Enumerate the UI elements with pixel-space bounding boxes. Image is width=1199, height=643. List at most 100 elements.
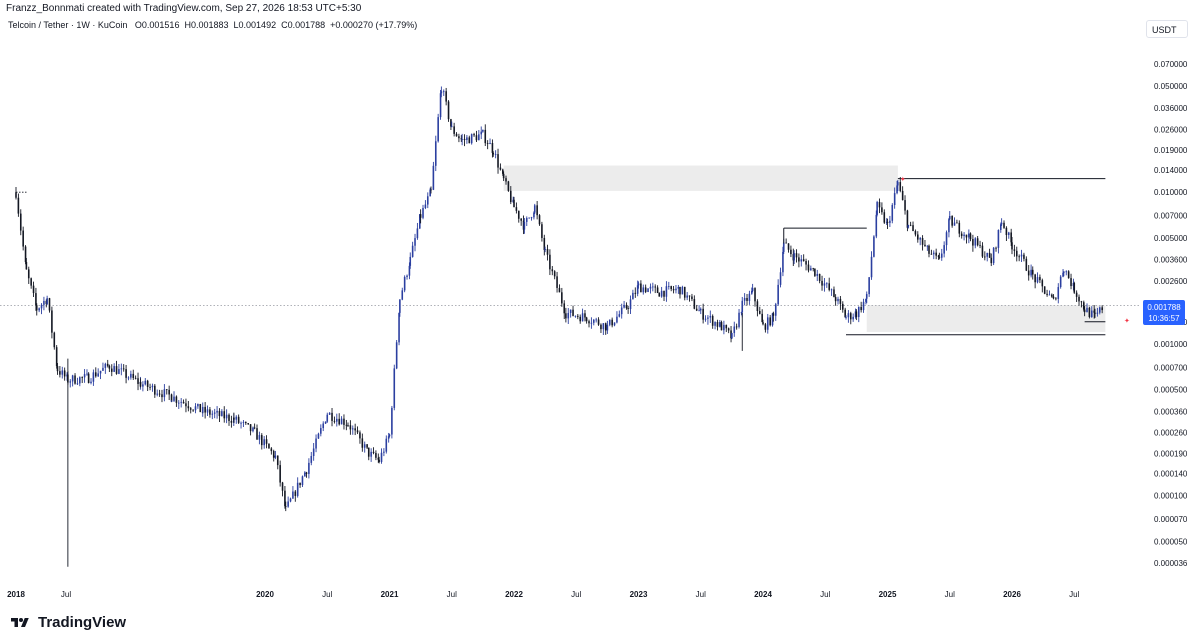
candle-body bbox=[359, 432, 361, 439]
candle-body bbox=[213, 412, 216, 414]
candle-body bbox=[416, 228, 419, 239]
candle-body bbox=[896, 185, 898, 194]
candle-body bbox=[758, 311, 761, 314]
candle-body bbox=[304, 472, 306, 477]
candle-body bbox=[165, 389, 168, 391]
candle-body bbox=[87, 373, 90, 383]
candle-body bbox=[279, 465, 281, 483]
candle-body bbox=[1072, 282, 1075, 287]
candle-body bbox=[588, 321, 590, 324]
candle-body bbox=[686, 295, 688, 298]
y-axis-tick-label: 0.000050 bbox=[1154, 537, 1188, 546]
candle-body bbox=[263, 439, 265, 446]
candle-body bbox=[719, 322, 721, 327]
candle-body bbox=[475, 135, 478, 141]
candle-body bbox=[486, 143, 489, 145]
candle-body bbox=[567, 312, 570, 319]
candle-body bbox=[120, 368, 123, 370]
candle-body bbox=[383, 451, 385, 453]
alert-marker-icon[interactable]: ✦ bbox=[1124, 317, 1130, 325]
candle-body bbox=[81, 377, 84, 378]
candle-body bbox=[173, 396, 175, 401]
y-axis-tick-label: 0.036000 bbox=[1154, 104, 1188, 113]
candle-body bbox=[281, 482, 284, 491]
candle-body bbox=[979, 245, 981, 247]
candle-body bbox=[960, 233, 963, 237]
tradingview-logo-icon bbox=[11, 617, 29, 627]
candle-body bbox=[139, 381, 142, 387]
candle-body bbox=[108, 365, 111, 369]
ohlc-change: +0.000270 (+17.79%) bbox=[330, 20, 418, 30]
candle-body bbox=[522, 220, 525, 230]
candle-body bbox=[620, 307, 623, 315]
candle-body bbox=[1013, 249, 1016, 251]
candle-body bbox=[904, 200, 906, 211]
alert-marker-icon[interactable]: ✦ bbox=[900, 176, 906, 184]
candle-body bbox=[1000, 222, 1003, 225]
candle-body bbox=[1039, 277, 1041, 281]
candle-body bbox=[525, 218, 528, 222]
tradingview-logo[interactable]: TradingView bbox=[8, 614, 126, 631]
candle-body bbox=[411, 245, 414, 257]
candle-body bbox=[76, 383, 79, 385]
candle-body bbox=[756, 301, 759, 312]
candle-body bbox=[951, 215, 953, 226]
candle-body bbox=[647, 288, 649, 292]
candle-body bbox=[793, 253, 795, 261]
y-axis-tick-label: 0.001000 bbox=[1154, 340, 1188, 349]
candle-body bbox=[731, 333, 733, 339]
candle-body bbox=[61, 370, 64, 375]
candle-body bbox=[1055, 298, 1057, 300]
candle-body bbox=[938, 256, 941, 258]
candle-body bbox=[602, 323, 605, 330]
candle-body bbox=[1007, 232, 1010, 236]
candle-body bbox=[289, 498, 292, 502]
candle-body bbox=[543, 237, 546, 250]
candle-body bbox=[484, 129, 487, 144]
supply-demand-zone[interactable] bbox=[866, 305, 1106, 332]
candle-body bbox=[158, 393, 161, 395]
candle-body bbox=[361, 438, 364, 448]
candle-body bbox=[963, 234, 965, 237]
candle-body bbox=[940, 253, 943, 258]
symbol-title[interactable]: Telcoin / Tether · 1W · KuCoin bbox=[8, 20, 128, 30]
candle-body bbox=[1023, 254, 1025, 259]
candle-body bbox=[677, 286, 680, 289]
candle-body bbox=[322, 423, 325, 429]
candle-body bbox=[536, 205, 538, 216]
candle-body bbox=[1034, 274, 1036, 283]
candle-body bbox=[779, 272, 782, 285]
candle-body bbox=[482, 129, 484, 132]
candle-body bbox=[862, 301, 865, 311]
candle-body bbox=[505, 178, 507, 182]
y-axis-tick-label: 0.026000 bbox=[1154, 125, 1188, 134]
candle-body bbox=[912, 225, 914, 232]
candle-body bbox=[812, 268, 815, 270]
supply-demand-zone[interactable] bbox=[503, 165, 898, 191]
candle-body bbox=[611, 319, 613, 326]
candle-body bbox=[751, 288, 754, 291]
candle-body bbox=[46, 298, 48, 304]
candle-body bbox=[727, 328, 730, 331]
y-axis-tick-label: 0.002600 bbox=[1154, 277, 1188, 286]
candle-body bbox=[30, 278, 32, 286]
candle-body bbox=[132, 373, 135, 378]
y-axis-tick-label: 0.000260 bbox=[1154, 429, 1188, 438]
candle-body bbox=[556, 276, 558, 288]
candle-body bbox=[1063, 271, 1065, 273]
candle-body bbox=[328, 412, 331, 415]
candle-body bbox=[528, 217, 530, 219]
currency-button[interactable]: USDT bbox=[1146, 20, 1188, 38]
candle-body bbox=[637, 283, 640, 286]
candle-body bbox=[194, 406, 197, 411]
candle-body bbox=[393, 368, 396, 408]
candle-body bbox=[656, 287, 659, 293]
candle-body bbox=[585, 317, 588, 322]
candle-body bbox=[187, 406, 190, 409]
candle-body bbox=[473, 134, 475, 136]
candle-body bbox=[470, 134, 473, 144]
candle-body bbox=[163, 389, 166, 398]
candle-body bbox=[515, 207, 518, 211]
candle-body bbox=[507, 181, 510, 191]
